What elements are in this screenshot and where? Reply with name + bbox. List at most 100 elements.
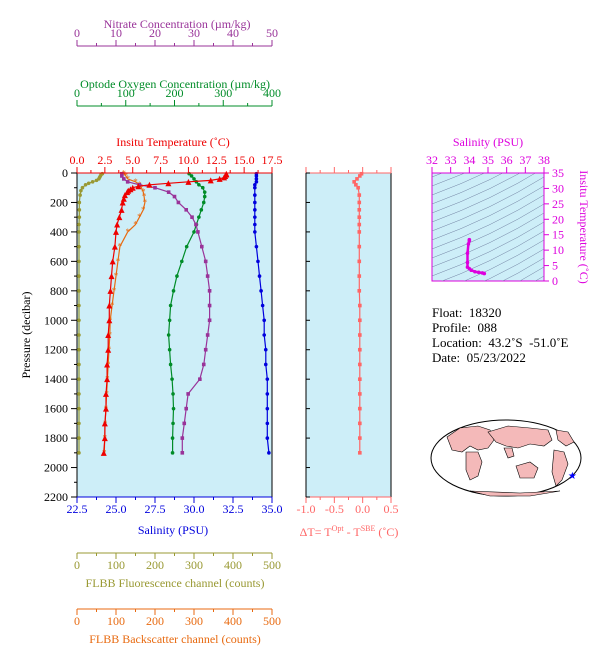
temperature-point bbox=[135, 183, 142, 190]
temperature-point bbox=[100, 449, 107, 456]
backscatter-point: * bbox=[122, 169, 127, 179]
temperature-point bbox=[221, 174, 228, 181]
temperature-tick-label: 17.5 bbox=[262, 153, 283, 167]
pressure-tick-label: 1000 bbox=[44, 313, 68, 327]
pressure-tick-label: 1400 bbox=[44, 372, 68, 386]
nitrate-point bbox=[137, 182, 142, 187]
delta-t-axis-label: ΔT= TOpt - TSBE (˚C) bbox=[300, 524, 399, 539]
ts-temperature-tick-label: 15 bbox=[552, 228, 564, 242]
salinity-point bbox=[253, 215, 257, 219]
delta-t-point bbox=[357, 244, 362, 249]
pressure-tick-label: 1800 bbox=[44, 431, 68, 445]
salinity-point bbox=[253, 193, 257, 197]
backscatter-point: * bbox=[137, 212, 142, 222]
ts-salinity-tick-label: 34 bbox=[463, 153, 475, 167]
delta-t-point bbox=[358, 333, 362, 337]
ts-point bbox=[467, 239, 472, 243]
fluorescence-point bbox=[77, 289, 81, 293]
ts-density-contour bbox=[432, 221, 544, 277]
oxygen-point bbox=[168, 362, 173, 367]
ts-salinity-tick-label: 32 bbox=[426, 153, 438, 167]
pressure-tick-label: 2000 bbox=[44, 461, 68, 475]
nitrate-point bbox=[196, 230, 200, 234]
float-location-marker-icon: ★ bbox=[568, 471, 577, 482]
delta-t-point bbox=[356, 185, 360, 190]
salinity-tick-label: 35.0 bbox=[262, 502, 283, 516]
fluorescence-point bbox=[77, 333, 81, 337]
map-land bbox=[446, 425, 575, 497]
fluorescence-tick-label: 400 bbox=[224, 558, 242, 572]
fluorescence-point bbox=[80, 185, 85, 190]
temperature-point bbox=[109, 258, 116, 265]
fluorescence-tick-label: 500 bbox=[263, 558, 281, 572]
salinity-axis-label: Salinity (PSU) bbox=[138, 523, 208, 537]
salinity-tick-label: 32.5 bbox=[223, 502, 244, 516]
delta-t-point bbox=[352, 180, 356, 184]
salinity-point bbox=[260, 303, 265, 308]
fluorescence-point bbox=[77, 215, 82, 219]
fluorescence-point bbox=[77, 244, 81, 249]
temperature-point bbox=[104, 361, 111, 368]
delta-t-series bbox=[352, 171, 364, 455]
oxygen-point bbox=[175, 274, 179, 278]
oxygen-point bbox=[180, 259, 184, 264]
salinity-tick-label: 22.5 bbox=[67, 502, 88, 516]
backscatter-point: * bbox=[118, 242, 123, 252]
delta-t-point bbox=[358, 421, 362, 426]
nitrate-point bbox=[180, 436, 185, 440]
delta-t-point bbox=[355, 177, 359, 181]
delta-t-point bbox=[358, 303, 362, 308]
delta-t-point bbox=[357, 200, 362, 205]
ts-point bbox=[466, 242, 471, 246]
fluorescence-point bbox=[83, 182, 88, 187]
temperature-point bbox=[102, 405, 109, 412]
salinity-point bbox=[254, 244, 259, 249]
backscatter-tick-label: 500 bbox=[263, 614, 281, 628]
delta-t-point bbox=[358, 406, 362, 411]
backscatter-point: * bbox=[133, 177, 138, 187]
salinity-point bbox=[253, 182, 257, 187]
oxygen-point bbox=[197, 182, 201, 187]
ts-point bbox=[476, 270, 481, 275]
oxygen-tick-label: 300 bbox=[214, 86, 232, 100]
date: Date: 05/23/2022 bbox=[432, 350, 526, 365]
fluorescence-point bbox=[77, 421, 81, 426]
salinity-point bbox=[254, 177, 259, 181]
ts-temperature-tick-label: 5 bbox=[552, 259, 558, 273]
salinity-point bbox=[259, 289, 263, 293]
backscatter-point: * bbox=[139, 183, 144, 193]
salinity-point bbox=[265, 377, 270, 381]
ts-density-contour bbox=[464, 239, 544, 281]
oxygen-point bbox=[171, 392, 175, 396]
fluorescence-point bbox=[86, 181, 91, 186]
fluorescence-point bbox=[77, 406, 81, 411]
oxygen-point bbox=[171, 406, 176, 411]
backscatter-point: * bbox=[125, 174, 130, 184]
oxygen-point bbox=[199, 208, 204, 212]
ts-density-contour bbox=[432, 87, 544, 141]
temperature-point bbox=[102, 390, 109, 397]
ts-density-contour bbox=[432, 185, 544, 241]
backscatter-point: * bbox=[114, 271, 119, 281]
ts-salinity-tick-label: 37 bbox=[519, 153, 531, 167]
nitrate-point bbox=[205, 333, 210, 337]
ts-temperature-tick-label: 0 bbox=[552, 274, 558, 288]
temperature-tick-label: 7.5 bbox=[153, 153, 168, 167]
backscatter-point: * bbox=[133, 220, 138, 230]
ts-point bbox=[465, 251, 470, 256]
delta-t-point bbox=[358, 451, 362, 455]
temperature-tick-label: 12.5 bbox=[206, 153, 227, 167]
oxygen-point bbox=[170, 377, 174, 381]
temperature-point bbox=[118, 206, 125, 213]
ts-density-contour bbox=[432, 105, 544, 159]
nitrate-axis-label: Nitrate Concentration (µm/kg) bbox=[104, 17, 251, 31]
ts-point bbox=[469, 268, 474, 273]
pressure-axis-label: Pressure (decibar) bbox=[19, 292, 33, 379]
backscatter-point: * bbox=[112, 286, 117, 296]
location: Location: 43.2˚S -51.0˚E bbox=[432, 335, 569, 350]
oxygen-point bbox=[170, 436, 175, 440]
temperature-tick-label: 5.0 bbox=[125, 153, 140, 167]
temperature-point bbox=[119, 199, 126, 206]
temperature-point bbox=[114, 221, 121, 228]
